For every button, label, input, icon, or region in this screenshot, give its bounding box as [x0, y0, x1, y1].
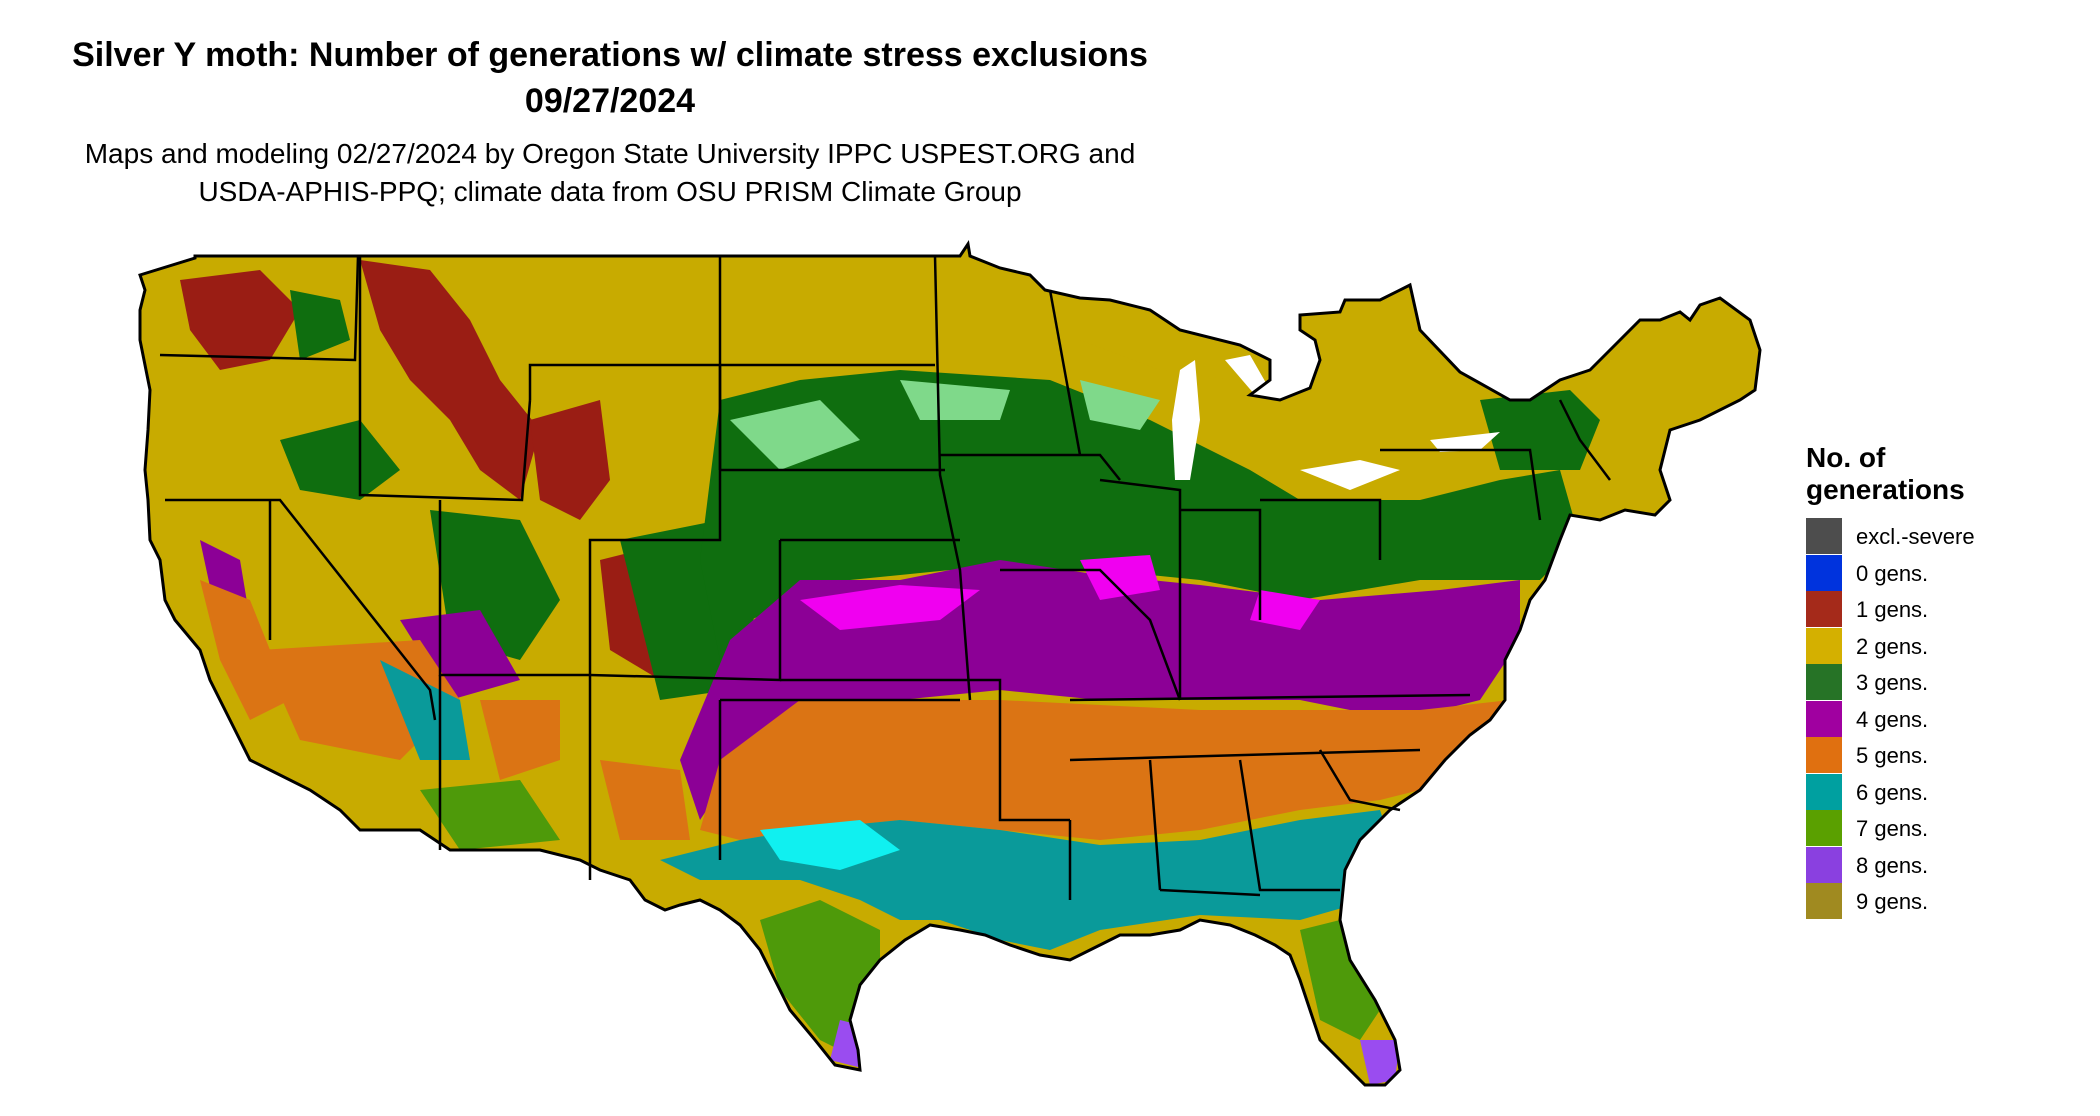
- zone-white_lake: [1172, 360, 1200, 480]
- legend-label: 2 gens.: [1856, 633, 1929, 659]
- zone-gen1: [530, 400, 610, 520]
- oh-pa: [1260, 498, 1382, 560]
- zone-white_lake: [1300, 460, 1400, 490]
- zone-white_lake: [1060, 272, 1180, 300]
- zone-magenta: [800, 585, 980, 630]
- legend-swatch: [1806, 591, 1842, 627]
- legend-item: 0 gens.: [1806, 554, 2006, 592]
- zone-gen3: [280, 420, 400, 500]
- zone-cyan: [760, 820, 900, 870]
- legend-swatch: [1806, 846, 1842, 883]
- map-credit-line-1: Maps and modeling 02/27/2024 by Oregon S…: [84, 138, 1136, 169]
- zone-gen5: [200, 580, 290, 720]
- zone-gen7: [1300, 920, 1380, 1040]
- zone-gen4: [400, 610, 520, 700]
- al-ga: [1238, 759, 1340, 892]
- legend-item: 8 gens.: [1806, 846, 2006, 884]
- zone-gen1: [360, 260, 540, 500]
- legend-swatch: [1806, 627, 1842, 664]
- zone-gen5: [600, 760, 690, 840]
- legend-item: 9 gens.: [1806, 883, 2006, 920]
- legend-items: excl.-severe 0 gens. 1 gens. 2 gens. 3 gens.…: [1806, 518, 2006, 920]
- zone-gen7: [420, 780, 560, 850]
- al-fl: [1159, 888, 1261, 897]
- zone-gen1: [180, 270, 300, 370]
- legend-title: No. of generations: [1806, 442, 2006, 506]
- zone-magenta: [1250, 590, 1320, 630]
- il-in: [1099, 478, 1182, 700]
- pa-ny: [1380, 448, 1542, 521]
- legend-label: 7 gens.: [1856, 816, 1929, 841]
- legend-swatch: [1806, 554, 1842, 591]
- zone-gen7: [760, 900, 880, 1060]
- zone-light_green: [1080, 380, 1160, 430]
- tn-south: [1069, 748, 1421, 762]
- ia-north: [940, 453, 1121, 481]
- legend-swatch: [1806, 664, 1842, 700]
- legend-item: 4 gens.: [1806, 700, 2006, 738]
- map-credit-line-2: USDA-APHIS-PPQ; climate data from OSU PR…: [198, 176, 1022, 207]
- tn-north: [1069, 693, 1471, 702]
- ca-border: [165, 498, 437, 721]
- legend-label: 9 gens.: [1856, 889, 1929, 914]
- legend-label: 1 gens.: [1856, 597, 1929, 622]
- in-oh: [1180, 508, 1262, 620]
- id-border: [358, 256, 532, 502]
- zone-gen5: [480, 700, 560, 780]
- great-lakes: [1060, 272, 1500, 490]
- legend-label: excl.-severe: [1856, 524, 1975, 549]
- state-boundaries: [159, 255, 1611, 900]
- legend-title-line-1: No. of: [1806, 442, 1886, 473]
- legend-item: excl.-severe: [1806, 518, 2006, 555]
- zone-gen8: [1360, 1040, 1400, 1085]
- legend-swatch: [1806, 773, 1842, 810]
- ok-north: [780, 678, 1002, 700]
- zone-gen2: [1040, 290, 1240, 380]
- us-outline: [138, 240, 1762, 1087]
- zone-gen3: [1480, 390, 1600, 470]
- legend-swatch: [1806, 737, 1842, 773]
- legend-item: 1 gens.: [1806, 591, 2006, 628]
- legend-title-line-2: generations: [1806, 474, 1965, 505]
- map-title: Silver Y moth: Number of generations w/ …: [72, 36, 1148, 74]
- legend-label: 5 gens.: [1856, 743, 1929, 768]
- zone-gen3: [290, 290, 350, 360]
- legend-item: 7 gens.: [1806, 810, 2006, 847]
- legend-swatch: [1806, 883, 1842, 919]
- or-border: [159, 255, 360, 362]
- legend-swatch: [1806, 810, 1842, 846]
- map-date: 09/27/2024: [524, 82, 696, 120]
- zone-white_lake: [1430, 432, 1500, 452]
- wi-mn: [1048, 289, 1082, 456]
- ut-wy-border: [438, 363, 722, 677]
- zone-white_lake: [1225, 355, 1270, 395]
- ga-sc: [1318, 749, 1401, 812]
- zone-gen3: [700, 370, 1580, 660]
- ne-states: [1558, 399, 1611, 481]
- legend-label: 3 gens.: [1856, 670, 1929, 695]
- generation-zones: [140, 244, 1760, 1085]
- ms-al: [1148, 759, 1162, 891]
- legend-swatch: [1806, 700, 1842, 737]
- legend: No. of generations excl.-severe 0 gens. 1 …: [1806, 442, 2006, 920]
- ar-la: [998, 700, 1070, 822]
- legend-label: 4 gens.: [1856, 706, 1929, 732]
- mo-il: [1000, 568, 1182, 701]
- legend-item: 2 gens.: [1806, 627, 2006, 665]
- zone-light_green: [900, 380, 1010, 420]
- legend-label: 8 gens.: [1856, 852, 1929, 878]
- zone-gen6: [380, 660, 470, 760]
- zone-magenta: [1080, 555, 1160, 600]
- zone-gen5: [700, 700, 1510, 840]
- legend-item: 6 gens.: [1806, 773, 2006, 811]
- mn-ia-mo-west: [933, 255, 972, 701]
- legend-label: 0 gens.: [1856, 560, 1929, 586]
- legend-label: 6 gens.: [1856, 779, 1929, 805]
- zone-light_green: [730, 400, 860, 470]
- legend-item: 3 gens.: [1806, 664, 2006, 701]
- legend-swatch: [1806, 518, 1842, 554]
- legend-item: 5 gens.: [1806, 737, 2006, 774]
